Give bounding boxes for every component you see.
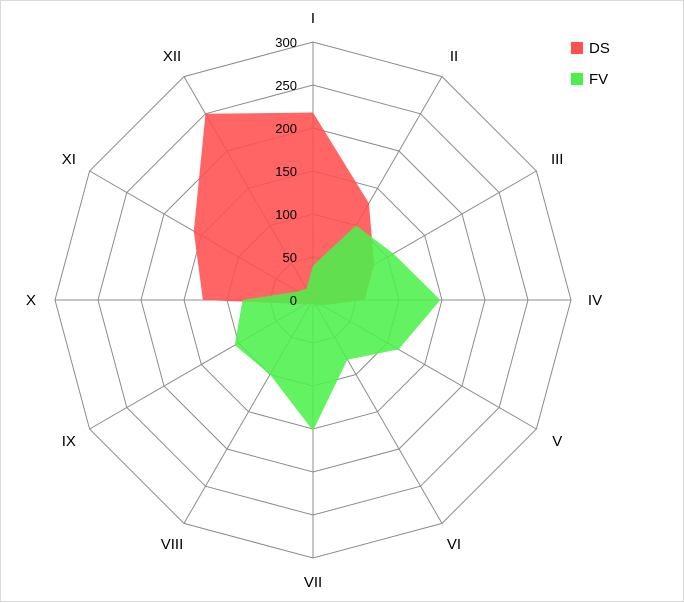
category-label: IX [62, 433, 76, 450]
radial-tick-label: 300 [275, 35, 297, 50]
legend-label-fv: FV [589, 71, 608, 88]
category-label: II [450, 48, 458, 65]
legend-label-ds: DS [589, 40, 610, 57]
radial-tick-labels: 0 50 100 150 200 250 300 [275, 35, 297, 308]
category-label: VI [447, 536, 461, 553]
category-label: X [26, 292, 36, 309]
radial-tick-label: 250 [275, 78, 297, 93]
category-label: XI [62, 151, 76, 168]
legend-swatch-fv [571, 73, 583, 85]
category-label: III [551, 151, 564, 168]
radial-tick-label: 200 [275, 121, 297, 136]
radial-tick-label: 100 [275, 207, 297, 222]
category-label: VIII [161, 536, 184, 553]
legend: DS FV [571, 40, 610, 88]
series-area-fv [234, 225, 441, 431]
legend-swatch-ds [571, 42, 583, 54]
radial-tick-label: 150 [275, 164, 297, 179]
series-layer [193, 112, 441, 431]
category-label: IV [588, 292, 602, 309]
radial-tick-label: 0 [290, 293, 297, 308]
category-label: I [311, 10, 315, 27]
radial-tick-label: 50 [283, 250, 297, 265]
category-label: XII [163, 48, 181, 65]
category-label: V [552, 433, 562, 450]
category-label: VII [304, 574, 322, 591]
